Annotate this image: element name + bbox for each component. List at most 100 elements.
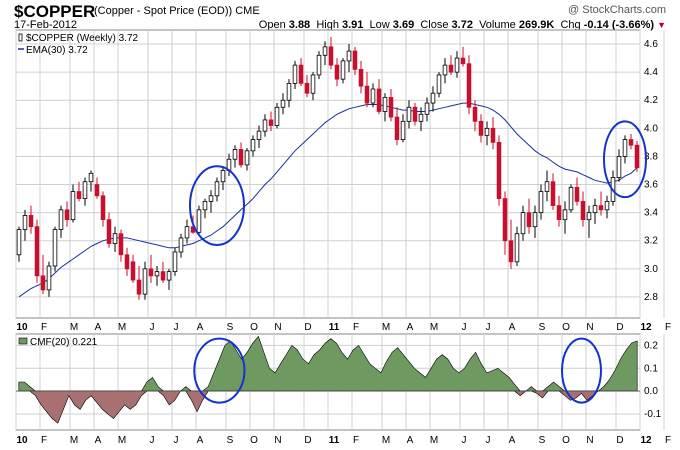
legend-copper-label: $COPPER (Weekly) 3.72	[26, 33, 139, 44]
candle-body	[304, 82, 310, 94]
price-y-tick-label: 3.2	[644, 236, 658, 247]
candle-body	[58, 209, 64, 230]
candle-body	[418, 113, 424, 122]
month-label: F	[41, 322, 47, 333]
cmf-y-tick-label: 0.1	[644, 363, 658, 374]
candle-body	[520, 212, 526, 235]
price-y-tick-label: 4.4	[644, 67, 658, 78]
month-label: F	[353, 435, 359, 446]
month-label: M	[118, 322, 126, 333]
cmf-y-tick-label: -0.1	[644, 409, 662, 420]
candle-body	[154, 271, 160, 277]
legend-cmf-marker	[18, 337, 28, 345]
candle-body	[376, 88, 382, 112]
month-label: F	[665, 322, 671, 333]
candle-body	[532, 212, 538, 228]
year-label: 12	[640, 435, 652, 446]
candle-body	[148, 268, 154, 277]
candle-body	[538, 191, 544, 214]
candle-body	[214, 181, 220, 197]
candle-body	[286, 82, 292, 101]
candle-body	[274, 106, 280, 126]
candle-body	[514, 233, 520, 263]
month-label: D	[616, 322, 623, 333]
candle-body	[46, 265, 52, 291]
candle-body	[334, 64, 340, 80]
candle-body	[112, 233, 118, 244]
candle-body	[184, 226, 190, 239]
candle-body	[136, 279, 142, 295]
month-label: J	[174, 322, 179, 333]
volume-value: 269.9K	[518, 19, 555, 31]
price-y-tick-label: 3.4	[644, 208, 658, 219]
candle-body	[82, 181, 88, 199]
candle-body	[34, 226, 40, 277]
candle-body	[592, 205, 598, 214]
candle-body	[232, 149, 238, 160]
candle-body	[484, 127, 490, 136]
month-label: S	[227, 435, 234, 446]
candle-body	[502, 198, 508, 242]
month-label: F	[41, 435, 47, 446]
legend-cmf-label: CMF(20) 0.221	[30, 337, 98, 348]
month-label: D	[304, 435, 311, 446]
cmf-y-tick-label: 0.0	[644, 386, 658, 397]
price-y-tick-label: 4.2	[644, 95, 658, 106]
brand-credit: @ StockCharts.com	[568, 4, 666, 16]
month-label: M	[70, 435, 78, 446]
candle-body	[436, 74, 442, 94]
month-label: J	[486, 435, 491, 446]
candle-body	[574, 186, 580, 202]
candle-body	[118, 233, 124, 256]
month-label: D	[304, 322, 311, 333]
month-label: N	[586, 435, 593, 446]
month-label: M	[430, 435, 438, 446]
candle-body	[208, 195, 214, 202]
month-label: N	[586, 322, 593, 333]
candle-body	[100, 195, 106, 221]
price-x-axis: 10 F M A M J J A S O N D 11 F M A M J J A S O N D 12 F	[16, 322, 671, 333]
candle-body	[142, 268, 148, 295]
candle-body	[16, 229, 22, 256]
open-value: 3.88	[288, 19, 311, 31]
month-label: M	[118, 435, 126, 446]
candle-body	[358, 68, 364, 87]
candle-body	[166, 271, 172, 281]
month-label: J	[462, 435, 467, 446]
candle-body	[562, 209, 568, 221]
candle-body	[466, 63, 472, 108]
month-label: A	[407, 322, 414, 333]
candle-body	[280, 99, 286, 108]
candle-body	[130, 261, 136, 281]
candle-body	[262, 119, 268, 132]
month-label: N	[274, 435, 281, 446]
candle-body	[70, 191, 76, 221]
candle-body	[322, 46, 328, 56]
month-label: M	[430, 322, 438, 333]
candle-body	[202, 200, 208, 211]
cmf-y-tick-label: 0.2	[644, 340, 658, 351]
ticker-symbol: $COPPER	[14, 2, 96, 21]
price-y-tick-label: 3.8	[644, 151, 658, 162]
month-label: A	[197, 322, 204, 333]
candle-body	[622, 139, 628, 157]
candle-body	[586, 212, 592, 221]
legend-ema-label: EMA(30) 3.72	[26, 45, 88, 56]
candle-body	[88, 172, 94, 183]
low-value: 3.69	[392, 19, 415, 31]
ohlc-readout: Open 3.88 High 3.91 Low 3.69 Close 3.72 …	[259, 19, 666, 31]
candle-body	[550, 181, 556, 207]
candle-body	[400, 120, 406, 140]
candle-body	[106, 219, 112, 244]
candle-body	[406, 106, 412, 122]
candle-body	[370, 88, 376, 104]
candle-body	[178, 237, 184, 253]
candle-body	[496, 141, 502, 199]
candle-body	[52, 229, 58, 267]
month-label: M	[70, 322, 78, 333]
candle-body	[328, 46, 334, 66]
close-label: Close	[420, 19, 449, 31]
high-value: 3.91	[342, 19, 364, 31]
high-label: High	[316, 19, 339, 31]
month-label: J	[150, 435, 155, 446]
